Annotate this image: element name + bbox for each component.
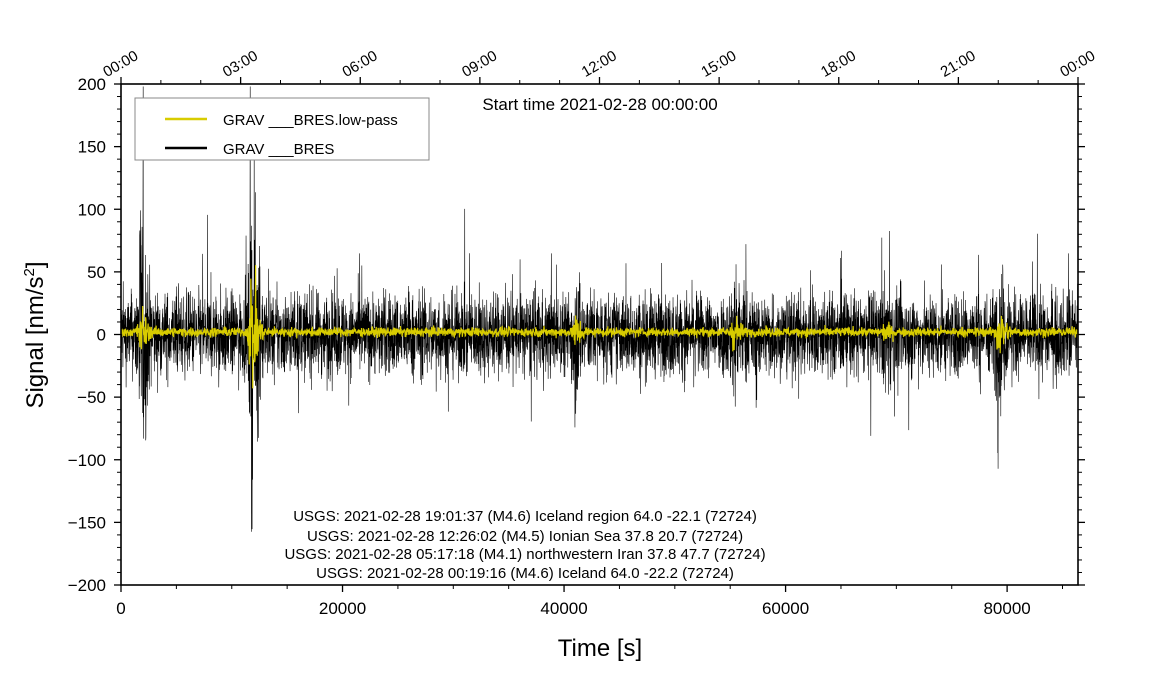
x-axis-title: Time [s] (558, 635, 642, 662)
series-line-raw (120, 86, 1079, 532)
event-annotation: USGS: 2021-02-28 00:19:16 (M4.6) Iceland… (316, 565, 734, 582)
y-tick-label: 200 (78, 75, 106, 94)
series-line-low-pass (120, 265, 1079, 389)
x-tick-label: 20000 (319, 599, 366, 618)
legend-label-raw: GRAV ___BRES (223, 141, 334, 158)
legend-label-low-pass: GRAV ___BRES.low-pass (223, 112, 398, 129)
event-annotation: USGS: 2021-02-28 05:17:18 (M4.1) northwe… (284, 546, 765, 563)
top-tick-label: 15:00 (698, 47, 739, 80)
top-tick-label: 03:00 (220, 47, 261, 80)
y-tick-label: 0 (97, 326, 106, 345)
top-tick-label: 00:00 (1057, 47, 1098, 80)
event-annotation: USGS: 2021-02-28 19:01:37 (M4.6) Iceland… (293, 508, 757, 525)
event-annotations: USGS: 2021-02-28 19:01:37 (M4.6) Iceland… (284, 508, 765, 582)
x-tick-label: 60000 (762, 599, 809, 618)
top-tick-label: 06:00 (339, 47, 380, 80)
traces (120, 86, 1079, 532)
legend-box (134, 97, 430, 161)
x-tick-label: 40000 (540, 599, 587, 618)
top-tick-label: 18:00 (818, 47, 859, 80)
y-tick-label: −200 (68, 576, 106, 595)
y-tick-label: 50 (87, 263, 106, 282)
y-tick-label: −150 (68, 513, 106, 532)
top-tick-label: 12:00 (579, 47, 620, 80)
top-tick-label: 00:00 (100, 47, 141, 80)
y-axis-title-superscript: 2 (21, 268, 38, 276)
axis-ticks (114, 77, 1085, 592)
event-annotation: USGS: 2021-02-28 12:26:02 (M4.5) Ionian … (307, 528, 743, 545)
axis-tick-labels: 200 150 100 50 0 −50 −100 −150 −200 0 20000 40000 60… (68, 47, 1099, 618)
top-tick-label: 09:00 (459, 47, 500, 80)
y-tick-label: −100 (68, 451, 106, 470)
start-time-label: Start time 2021-02-28 00:00:00 (482, 95, 717, 114)
y-tick-label: 150 (78, 138, 106, 157)
x-tick-label: 80000 (983, 599, 1030, 618)
y-axis-title: Signal [nm/s2] (21, 261, 49, 408)
top-tick-label: 21:00 (938, 47, 979, 80)
y-tick-label: −50 (77, 388, 106, 407)
y-tick-label: 100 (78, 200, 106, 219)
x-tick-label: 0 (116, 599, 125, 618)
legend: GRAV ___BRES.low-pass GRAV ___BRES (134, 97, 430, 161)
